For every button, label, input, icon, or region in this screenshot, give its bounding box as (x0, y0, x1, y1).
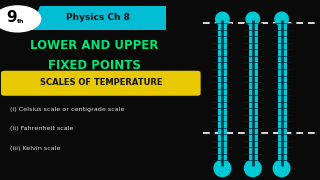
Text: 9: 9 (6, 10, 17, 26)
Text: (i) Celsius scale or centigrade scale: (i) Celsius scale or centigrade scale (10, 107, 125, 112)
Ellipse shape (246, 12, 260, 26)
Text: (iii) Kelvin scale: (iii) Kelvin scale (10, 146, 61, 151)
Text: Physics Ch 8: Physics Ch 8 (66, 14, 130, 22)
Text: th: th (17, 19, 25, 24)
Text: (ii) Fahrenheit scale: (ii) Fahrenheit scale (10, 126, 74, 131)
Text: LOWER AND UPPER: LOWER AND UPPER (30, 39, 159, 52)
Text: FIXED POINTS: FIXED POINTS (48, 59, 141, 72)
FancyBboxPatch shape (1, 71, 201, 96)
Circle shape (0, 6, 41, 32)
Polygon shape (30, 6, 166, 30)
Ellipse shape (244, 160, 261, 177)
Ellipse shape (275, 12, 288, 26)
Ellipse shape (216, 12, 229, 26)
Text: SCALES OF TEMPERATURE: SCALES OF TEMPERATURE (40, 78, 162, 87)
Ellipse shape (273, 160, 290, 177)
Ellipse shape (214, 160, 231, 177)
